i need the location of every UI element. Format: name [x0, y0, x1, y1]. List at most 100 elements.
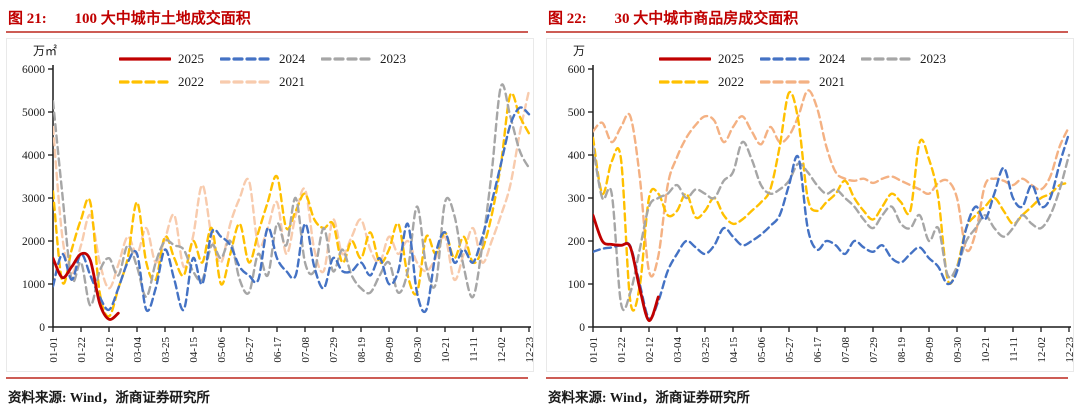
y-tick-label: 6000 — [22, 64, 45, 76]
legend-swatch-2025 — [119, 57, 171, 61]
figure-21-heading: 图 21: 100 大中城市土地成交面积 — [8, 7, 528, 28]
series-line-2022 — [53, 91, 531, 318]
y-tick-label: 0 — [579, 322, 585, 334]
x-tick-label: 10-21 — [980, 337, 992, 363]
x-tick-label: 08-19 — [896, 337, 908, 363]
y-tick-label: 4000 — [22, 150, 45, 162]
x-tick-label: 01-01 — [588, 337, 600, 363]
y-tick-label: 600 — [568, 64, 586, 76]
x-tick-label: 04-15 — [188, 337, 200, 363]
figure-21-title-rule — [6, 31, 528, 33]
x-tick-label: 09-09 — [384, 337, 396, 363]
x-tick-label: 07-29 — [328, 337, 340, 363]
legend-swatch-2024 — [220, 57, 272, 61]
legend-row: 2025 2024 2023 — [119, 51, 406, 67]
figure-22-title: 30 大中城市商品房成交面积 — [614, 11, 799, 27]
legend-item-2025: 2025 — [659, 51, 744, 67]
x-tick-label: 02-12 — [104, 337, 116, 363]
legend-item-2021: 2021 — [220, 74, 305, 90]
x-tick-label: 05-27 — [784, 337, 796, 363]
legend-swatch-2023 — [321, 57, 373, 61]
legend-swatch-2022 — [659, 80, 711, 84]
legend-label-2025: 2025 — [178, 51, 204, 66]
legend-label-2023: 2023 — [380, 51, 406, 66]
x-tick-label: 03-25 — [700, 337, 712, 363]
x-tick-label: 03-04 — [672, 337, 684, 363]
y-tick-label: 3000 — [22, 193, 45, 205]
y-tick-label: 300 — [568, 193, 586, 205]
y-tick-label: 1000 — [22, 279, 45, 291]
x-tick-label: 05-06 — [756, 337, 768, 363]
figure-22-source: 资料来源: Wind，浙商证券研究所 — [548, 390, 750, 405]
figure-22-legend: 2025 2024 2023 2022 2021 — [659, 51, 946, 90]
legend-item-2024: 2024 — [220, 51, 305, 67]
series-line-2024 — [53, 106, 531, 314]
y-tick-label: 0 — [39, 322, 45, 334]
legend-label-2023: 2023 — [920, 51, 946, 66]
x-tick-label: 12-02 — [1036, 337, 1048, 363]
figure-21-source: 资料来源: Wind，浙商证券研究所 — [8, 390, 210, 405]
figure-21-title: 100 大中城市土地成交面积 — [74, 11, 251, 27]
figure-22-chart-area: 0 100 200 300 400 500 600 01-01 01-22 02-12 03-04 0… — [546, 38, 1075, 372]
figure-21-label: 图 21: — [8, 11, 47, 27]
x-tick-label: 12-23 — [524, 337, 535, 363]
legend-swatch-2024 — [760, 57, 812, 61]
legend-swatch-2021 — [760, 80, 812, 84]
x-tick-label: 03-25 — [160, 337, 172, 363]
x-tick-label: 06-17 — [812, 337, 824, 363]
x-tick-label: 02-12 — [644, 337, 656, 363]
figure-21-legend: 2025 2024 2023 2022 2021 — [119, 51, 406, 90]
legend-swatch-2021 — [220, 80, 272, 84]
legend-item-2024: 2024 — [760, 51, 845, 67]
figure-21: 图 21: 100 大中城市土地成交面积 0 1000 2000 3000 4000 50… — [6, 7, 535, 405]
y-tick-label: 400 — [568, 150, 586, 162]
figure-22-title-rule — [546, 31, 1068, 33]
series-line-2025 — [53, 251, 120, 321]
x-tick-label: 05-27 — [244, 337, 256, 363]
figure-22-label: 图 22: — [548, 11, 587, 27]
figure-22-footer-rule — [546, 377, 1068, 379]
legend-item-2025: 2025 — [119, 51, 204, 67]
legend-label-2022: 2022 — [178, 74, 204, 89]
legend-row: 2022 2021 — [659, 74, 946, 90]
x-tick-label: 07-08 — [840, 337, 852, 363]
y-tick-label: 2000 — [22, 236, 45, 248]
series-line-2025 — [593, 213, 660, 323]
figure-22-heading: 图 22: 30 大中城市商品房成交面积 — [548, 7, 1068, 28]
legend-item-2021: 2021 — [760, 74, 845, 90]
legend-item-2022: 2022 — [659, 74, 744, 90]
legend-item-2022: 2022 — [119, 74, 204, 90]
legend-row: 2022 2021 — [119, 74, 406, 90]
legend-label-2024: 2024 — [279, 51, 305, 66]
x-tick-label: 01-22 — [76, 337, 88, 363]
series-line-2023 — [593, 140, 1071, 312]
legend-label-2024: 2024 — [819, 51, 845, 66]
x-tick-label: 07-08 — [300, 337, 312, 363]
x-tick-label: 11-11 — [1008, 337, 1020, 362]
x-tick-label: 12-02 — [496, 337, 508, 363]
legend-label-2025: 2025 — [718, 51, 744, 66]
x-tick-label: 09-30 — [412, 337, 424, 363]
series-line-2023 — [53, 83, 531, 307]
y-tick-label: 5000 — [22, 107, 45, 119]
figure-21-line-chart: 0 1000 2000 3000 4000 5000 6000 01-01 01-22 02-12… — [22, 64, 535, 363]
legend-swatch-2025 — [659, 57, 711, 61]
figure-22: 图 22: 30 大中城市商品房成交面积 0 100 200 300 400 500 600… — [540, 0, 1080, 413]
x-tick-label: 04-15 — [728, 337, 740, 363]
x-tick-label: 08-19 — [356, 337, 368, 363]
series-line-2021 — [593, 89, 1071, 278]
legend-swatch-2022 — [119, 80, 171, 84]
series-line-2022 — [593, 90, 1071, 312]
x-tick-label: 09-30 — [952, 337, 964, 363]
figure-22-line-chart: 0 100 200 300 400 500 600 01-01 01-22 02-12 03-04 0… — [568, 64, 1075, 363]
x-tick-label: 03-04 — [132, 337, 144, 363]
figure-21-y-unit: 万㎡ — [33, 44, 58, 58]
x-tick-label: 07-29 — [868, 337, 880, 363]
figure-22-y-unit: 万 — [573, 44, 586, 58]
y-tick-label: 200 — [568, 236, 586, 248]
x-tick-label: 05-06 — [216, 337, 228, 363]
x-tick-label: 01-01 — [48, 337, 60, 363]
x-tick-label: 10-21 — [440, 337, 452, 363]
legend-label-2021: 2021 — [279, 74, 305, 89]
